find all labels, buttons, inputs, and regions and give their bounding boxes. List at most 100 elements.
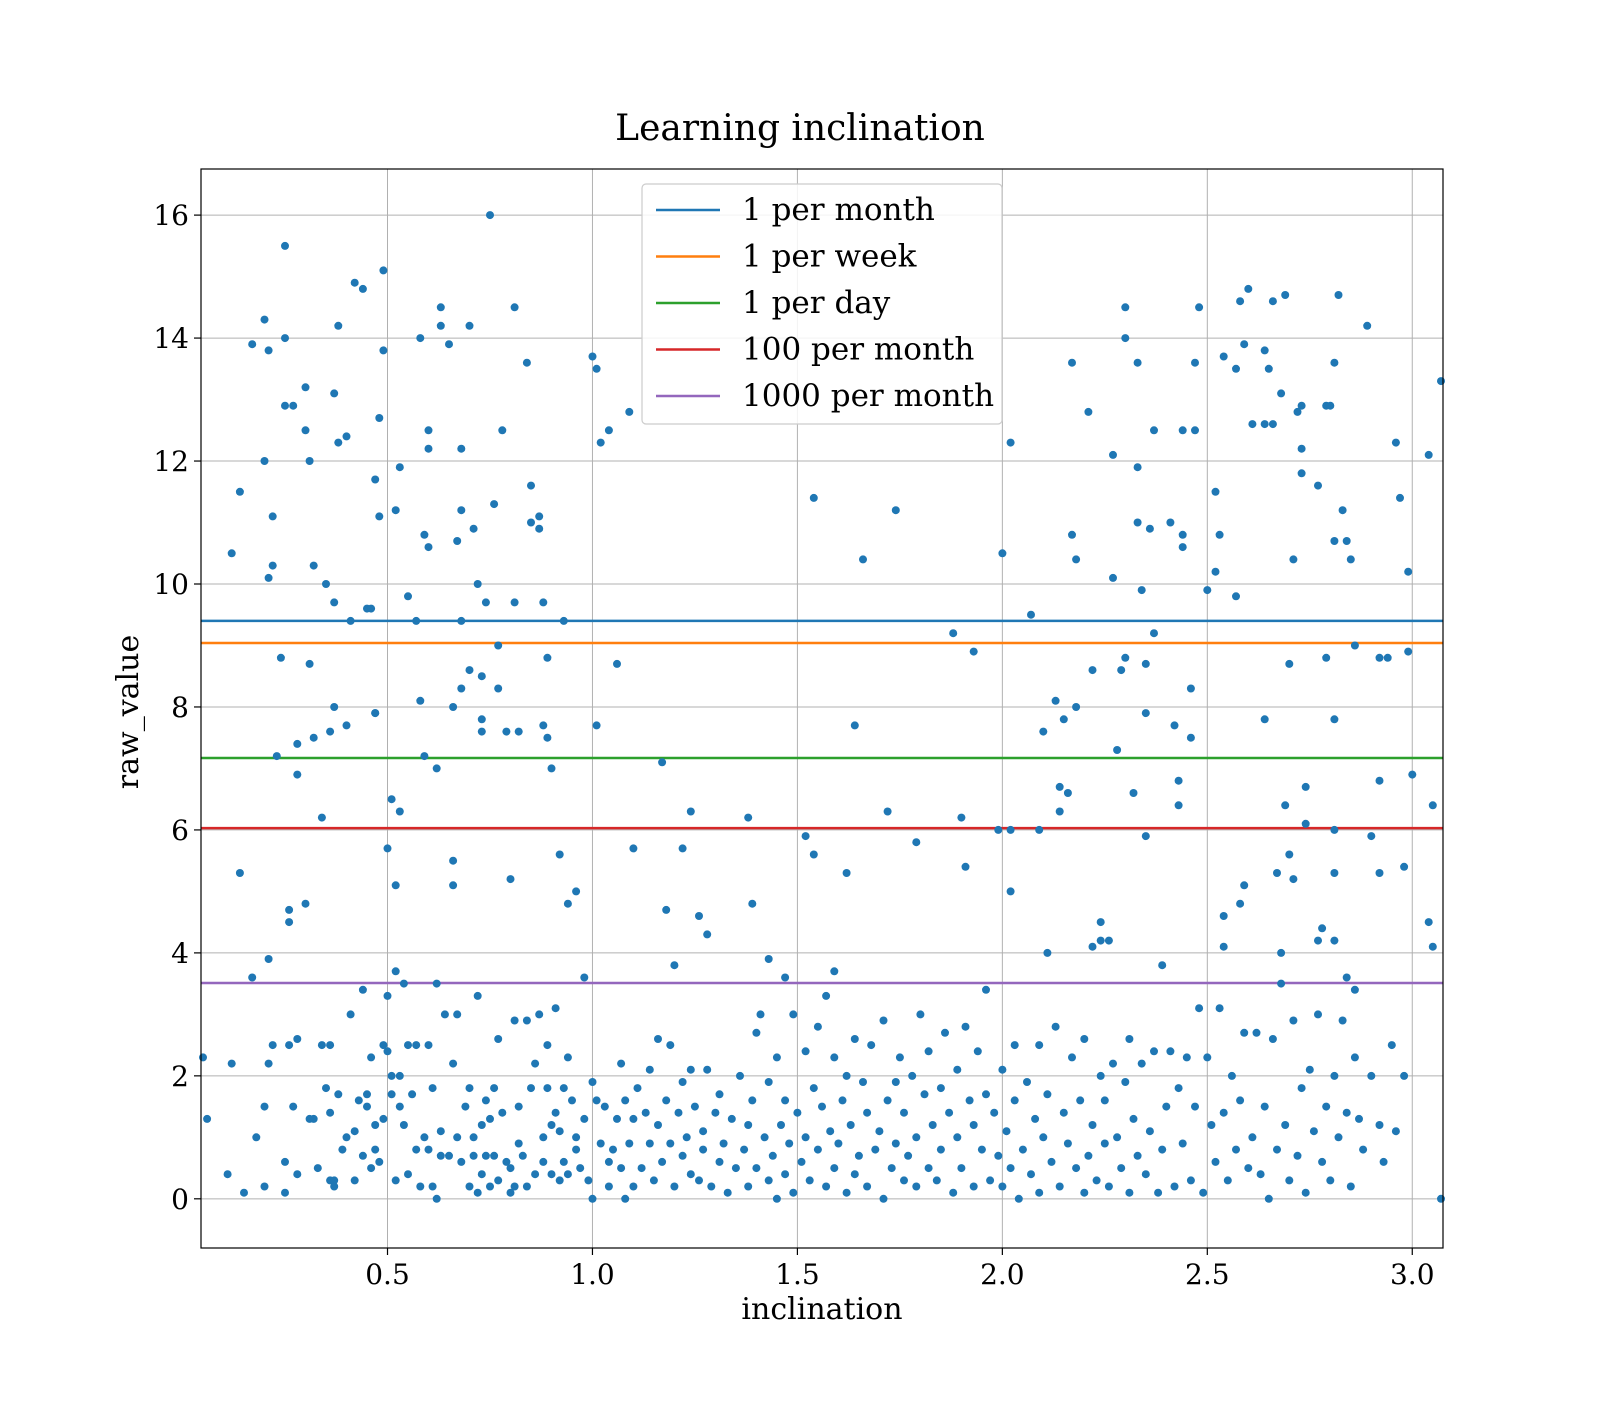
scatter-point bbox=[358, 985, 367, 994]
scatter-point bbox=[502, 727, 511, 736]
scatter-point bbox=[1342, 973, 1351, 982]
scatter-point bbox=[830, 1164, 839, 1173]
scatter-point bbox=[465, 666, 474, 675]
scatter-point bbox=[846, 1121, 855, 1129]
x-tick-label: 2.5 bbox=[1185, 1258, 1230, 1291]
scatter-point bbox=[383, 1047, 392, 1056]
scatter-point bbox=[957, 813, 966, 822]
scatter-point bbox=[498, 426, 507, 435]
scatter-point bbox=[936, 1145, 945, 1154]
scatter-point bbox=[264, 346, 273, 355]
scatter-point bbox=[1178, 426, 1187, 435]
scatter-point bbox=[1031, 1114, 1040, 1123]
scatter-point bbox=[535, 524, 544, 533]
scatter-point bbox=[486, 1114, 494, 1123]
scatter-point bbox=[859, 555, 867, 564]
scatter-point bbox=[715, 1157, 724, 1166]
scatter-point bbox=[686, 807, 695, 816]
scatter-point bbox=[461, 1102, 470, 1111]
scatter-point bbox=[645, 1065, 654, 1074]
scatter-point bbox=[424, 543, 433, 552]
scatter-point bbox=[1150, 426, 1158, 435]
scatter-point bbox=[986, 1176, 995, 1185]
scatter-point bbox=[436, 321, 445, 330]
scatter-point bbox=[813, 1022, 822, 1031]
scatter-point bbox=[1141, 709, 1150, 718]
scatter-point bbox=[621, 1096, 630, 1105]
scatter-point bbox=[1129, 1114, 1138, 1123]
scatter-point bbox=[350, 1127, 359, 1136]
scatter-point bbox=[477, 727, 486, 736]
scatter-point bbox=[1236, 297, 1245, 306]
scatter-point bbox=[404, 592, 412, 601]
scatter-point bbox=[469, 1151, 478, 1160]
legend-label: 1 per month bbox=[742, 192, 935, 228]
scatter-point bbox=[1113, 1133, 1122, 1142]
scatter-point bbox=[363, 1090, 371, 1099]
scatter-point bbox=[1051, 696, 1060, 705]
scatter-point bbox=[867, 1041, 876, 1050]
scatter-point bbox=[1268, 297, 1277, 306]
scatter-point bbox=[1088, 1121, 1097, 1129]
scatter-point bbox=[887, 1164, 896, 1173]
y-tick-label: 0 bbox=[171, 1183, 189, 1216]
scatter-point bbox=[268, 512, 277, 521]
scatter-point bbox=[293, 770, 302, 779]
scatter-point bbox=[510, 598, 519, 607]
scatter-point bbox=[1080, 1035, 1089, 1043]
y-tick-label: 16 bbox=[153, 199, 189, 232]
scatter-point bbox=[781, 1096, 790, 1105]
scatter-point bbox=[990, 1108, 999, 1117]
scatter-point bbox=[797, 1157, 806, 1166]
scatter-point bbox=[301, 426, 310, 435]
scatter-point bbox=[1133, 1151, 1142, 1160]
scatter-point bbox=[744, 813, 753, 822]
scatter-point bbox=[285, 918, 294, 927]
scatter-point bbox=[764, 955, 773, 963]
scatter-point bbox=[617, 1164, 626, 1173]
scatter-point bbox=[1318, 1157, 1327, 1166]
scatter-point bbox=[953, 1065, 962, 1074]
scatter-point bbox=[1063, 1139, 1072, 1148]
scatter-point bbox=[543, 733, 552, 742]
scatter-point bbox=[535, 1010, 544, 1019]
scatter-point bbox=[592, 364, 601, 373]
scatter-point bbox=[1318, 924, 1327, 933]
reference-lines bbox=[201, 619, 1443, 985]
scatter-point bbox=[1170, 721, 1179, 730]
scatter-point bbox=[227, 1059, 236, 1068]
scatter-point bbox=[1330, 1071, 1339, 1080]
scatter-point bbox=[412, 1145, 421, 1154]
scatter-point bbox=[781, 1170, 790, 1179]
scatter-point bbox=[863, 1182, 872, 1191]
scatter-point bbox=[551, 1004, 560, 1013]
scatter-point bbox=[1186, 1176, 1195, 1185]
scatter-point bbox=[1322, 653, 1331, 662]
scatter-point bbox=[268, 561, 277, 570]
scatter-point bbox=[502, 1157, 511, 1166]
scatter-point bbox=[834, 1139, 843, 1148]
scatter-point bbox=[445, 1151, 453, 1160]
scatter-point bbox=[543, 1084, 552, 1093]
scatter-point bbox=[424, 444, 433, 453]
scatter-point bbox=[1219, 942, 1228, 951]
scatter-point bbox=[486, 211, 494, 220]
scatter-point bbox=[432, 979, 441, 988]
scatter-point bbox=[330, 389, 339, 398]
scatter-point bbox=[1244, 1164, 1253, 1173]
scatter-point bbox=[1121, 334, 1130, 343]
scatter-point bbox=[1330, 869, 1339, 877]
scatter-point bbox=[961, 862, 970, 871]
scatter-point bbox=[629, 844, 638, 853]
scatter-point bbox=[678, 1078, 687, 1086]
scatter-point bbox=[666, 1041, 675, 1050]
scatter-point bbox=[1350, 641, 1359, 650]
scatter-point bbox=[1219, 912, 1228, 920]
scatter-point bbox=[342, 432, 351, 441]
scatter-point bbox=[1330, 936, 1339, 945]
scatter-point bbox=[531, 1170, 540, 1179]
scatter-point bbox=[199, 1053, 207, 1062]
scatter-point bbox=[572, 887, 581, 896]
scatter-point bbox=[1166, 518, 1175, 527]
